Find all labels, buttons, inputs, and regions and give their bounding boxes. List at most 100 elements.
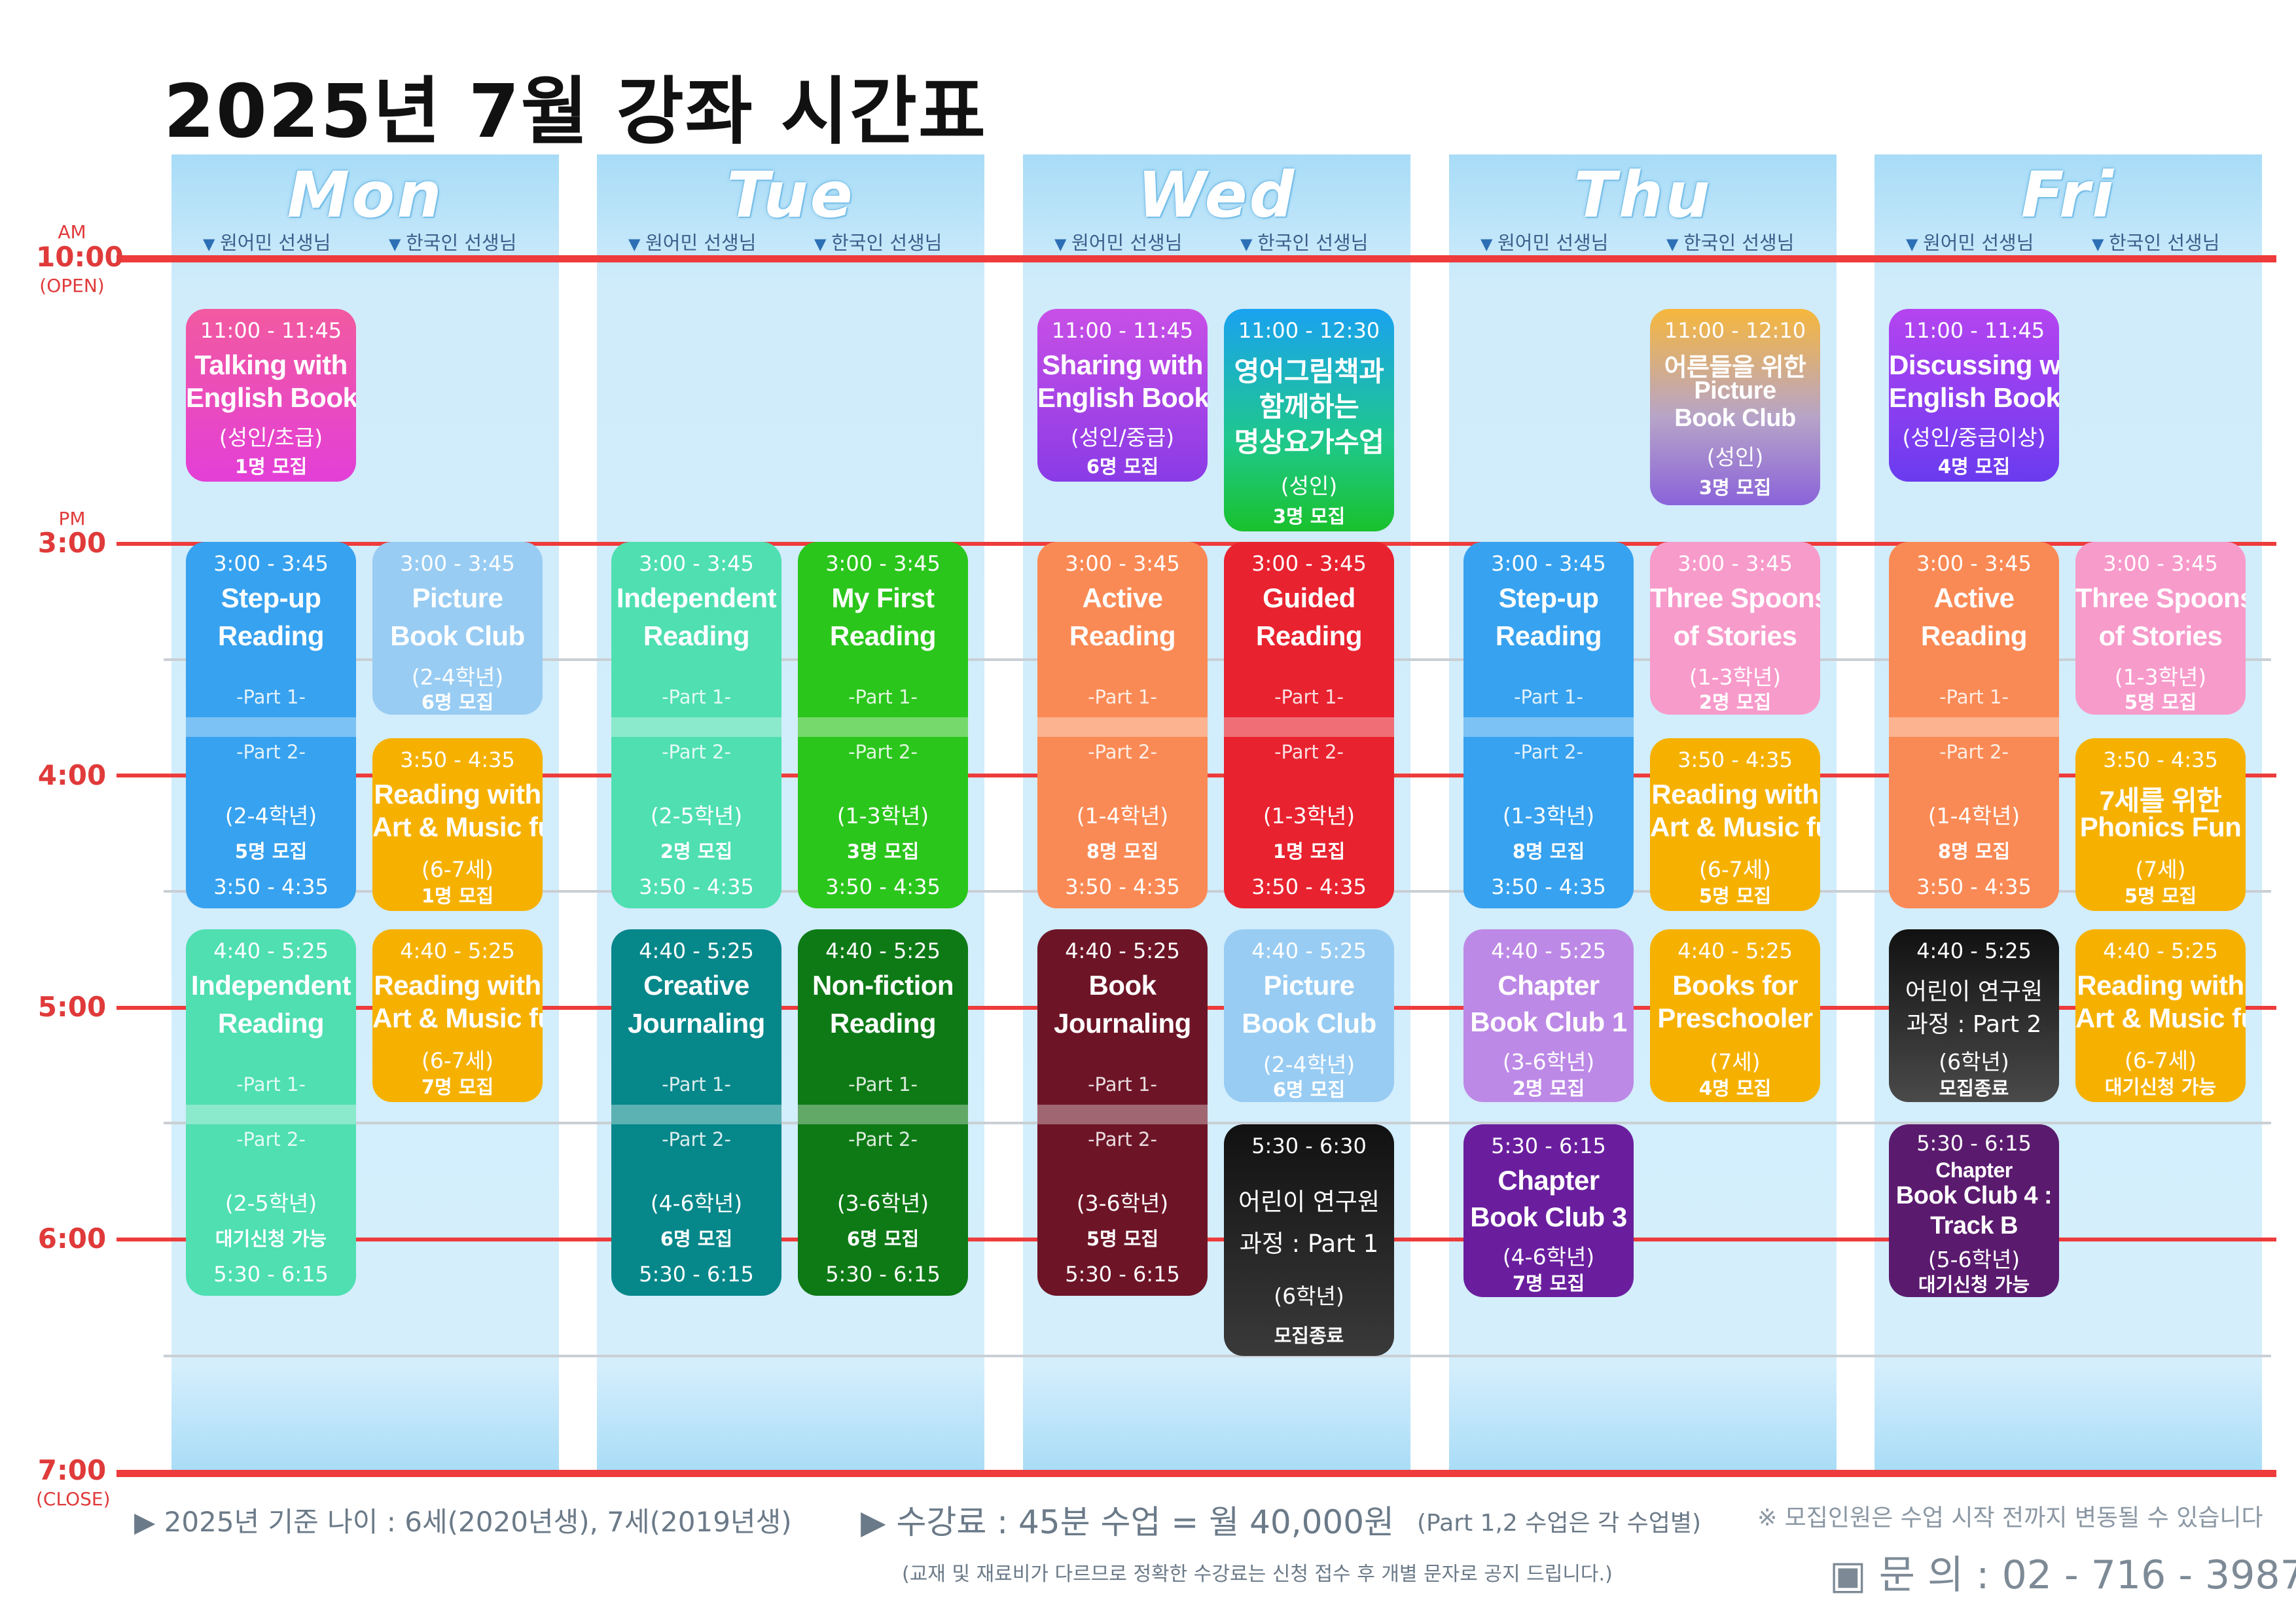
class-grade: (4-6학년)	[1502, 1244, 1595, 1270]
class-name: Discussing with	[1889, 349, 2059, 380]
class-name: Talking with	[194, 349, 348, 380]
native-teacher-label: 원어민 선생님	[1054, 228, 1182, 255]
class-name: Art & Music fun	[372, 1003, 543, 1033]
native-teacher-label: 원어민 선생님	[628, 228, 756, 255]
class-time-part2: 3:50 - 4:35	[1916, 874, 2032, 899]
class-card-chapter-book-club-4[interactable]: 5:30 - 6:15 Chapter Book Club 4 : Track …	[1889, 1124, 2059, 1297]
class-card-books-for-preschooler[interactable]: 4:40 - 5:25 Books for Preschooler (7세) 4…	[1650, 929, 1820, 1102]
class-card-reading-with-art-music[interactable]: 4:40 - 5:25 Reading with Art & Music fun…	[2075, 929, 2246, 1102]
class-card-active-reading[interactable]: 3:00 - 3:45 Active Reading -Part 1- -Par…	[1889, 542, 2059, 908]
class-card-picture-book-yoga[interactable]: 11:00 - 12:30 영어그림책과 함께하는 명상요가수업 (성인) 3명…	[1224, 309, 1394, 531]
class-time-part2: 3:50 - 4:35	[1491, 874, 1606, 899]
class-card-junior-researcher-part1[interactable]: 5:30 - 6:30 어린이 연구원 과정 : Part 1 (6학년) 모집…	[1224, 1124, 1394, 1356]
class-time: 4:40 - 5:25	[1916, 938, 2032, 963]
class-time: 5:30 - 6:15	[1916, 1131, 2032, 1156]
class-card-phonics-fun[interactable]: 3:50 - 4:35 7세를 위한 Phonics Fun (7세) 5명 모…	[2075, 738, 2246, 911]
page-title: 2025년 7월 강좌 시간표	[164, 69, 987, 154]
part-divider	[1889, 717, 2059, 737]
class-name: 어린이 연구원	[1238, 1188, 1380, 1216]
class-level: (성인)	[1706, 444, 1764, 470]
class-recruit: 6명 모집	[421, 691, 494, 713]
korean-teacher-label: 한국인 선생님	[814, 228, 942, 255]
part-label: -Part 2-	[1939, 741, 2009, 763]
class-card-guided-reading[interactable]: 3:00 - 3:45 Guided Reading -Part 1- -Par…	[1224, 542, 1394, 908]
part-label: -Part 1-	[848, 686, 918, 708]
class-name: Book Club 1	[1470, 1007, 1627, 1037]
class-name: Book Club 4 :	[1895, 1182, 2053, 1209]
class-card-active-reading[interactable]: 3:00 - 3:45 Active Reading -Part 1- -Par…	[1037, 542, 1208, 908]
class-card-picture-book-club[interactable]: 4:40 - 5:25 Picture Book Club (2-4학년) 6명…	[1224, 929, 1394, 1102]
class-name: Chapter	[1498, 970, 1600, 1001]
class-card-chapter-book-club-3[interactable]: 5:30 - 6:15 Chapter Book Club 3 (4-6학년) …	[1463, 1124, 1634, 1297]
class-name: Independent	[616, 582, 777, 613]
class-card-three-spoons-of-stories[interactable]: 3:00 - 3:45 Three Spoons of Stories (1-3…	[1650, 542, 1820, 715]
class-grade: (4-6학년)	[650, 1190, 743, 1216]
class-card-junior-researcher-part2[interactable]: 4:40 - 5:25 어린이 연구원 과정 : Part 2 (6학년) 모집…	[1889, 929, 2059, 1102]
part-label: -Part 2-	[662, 741, 731, 763]
class-recruit: 1명 모집	[1272, 840, 1346, 863]
class-card-non-fiction-reading[interactable]: 4:40 - 5:25 Non-fiction Reading -Part 1-…	[798, 929, 968, 1296]
time-label-700: 7:00	[37, 1454, 107, 1486]
class-grade: (6학년)	[1939, 1049, 2009, 1075]
class-card-step-up-reading[interactable]: 3:00 - 3:45 Step-up Reading -Part 1- -Pa…	[1463, 542, 1634, 908]
class-name: of Stories	[1673, 620, 1797, 651]
class-name: Reading	[643, 620, 750, 651]
class-card-independent-reading[interactable]: 3:00 - 3:45 Independent Reading -Part 1-…	[611, 542, 781, 908]
class-name: Reading	[1255, 620, 1363, 651]
class-card-my-first-reading[interactable]: 3:00 - 3:45 My First Reading -Part 1- -P…	[798, 542, 968, 908]
class-recruit: 8명 모집	[1512, 840, 1585, 863]
class-card-talking-with-english-books[interactable]: 11:00 - 11:45 Talking with English Books…	[186, 309, 356, 482]
class-time: 5:30 - 6:15	[1491, 1133, 1606, 1158]
class-time: 11:00 - 11:45	[200, 318, 342, 343]
class-card-discussing-with-english-books[interactable]: 11:00 - 11:45 Discussing with English Bo…	[1889, 309, 2059, 482]
part-divider	[1224, 717, 1394, 737]
class-card-book-journaling[interactable]: 4:40 - 5:25 Book Journaling -Part 1- -Pa…	[1037, 929, 1208, 1296]
class-time-part2: 3:50 - 4:35	[1065, 874, 1180, 899]
class-card-sharing-with-english-books[interactable]: 11:00 - 11:45 Sharing with English Books…	[1037, 309, 1208, 482]
class-name: 어린이 연구원	[1905, 978, 2043, 1005]
part-label: -Part 2-	[1088, 1128, 1157, 1150]
class-time: 3:00 - 3:45	[825, 551, 941, 576]
class-time: 4:40 - 5:25	[825, 938, 941, 963]
class-name: Step-up	[221, 582, 321, 613]
class-card-independent-reading[interactable]: 4:40 - 5:25 Independent Reading -Part 1-…	[186, 929, 356, 1296]
open-label: (OPEN)	[39, 275, 105, 296]
class-time: 4:40 - 5:25	[1065, 938, 1180, 963]
class-time-part2: 3:50 - 4:35	[1251, 874, 1367, 899]
class-recruit: 2명 모집	[660, 840, 733, 863]
class-name: Track B	[1930, 1212, 2018, 1240]
class-name: Non-fiction	[812, 970, 954, 1001]
class-name: Reading	[1495, 620, 1602, 651]
class-grade: (1-4학년)	[1928, 803, 2020, 829]
class-time: 4:40 - 5:25	[1251, 938, 1367, 963]
class-card-reading-with-art-music[interactable]: 3:50 - 4:35 Reading with Art & Music fun…	[372, 738, 543, 911]
class-card-creative-journaling[interactable]: 4:40 - 5:25 Creative Journaling -Part 1-…	[611, 929, 781, 1296]
class-name: Reading	[217, 620, 325, 651]
part-label: -Part 2-	[236, 741, 306, 763]
class-time-part2: 5:30 - 6:15	[825, 1262, 941, 1287]
part-label: -Part 2-	[662, 1128, 731, 1150]
part-divider	[798, 717, 968, 737]
class-time: 3:00 - 3:45	[1065, 551, 1180, 576]
class-name: Journaling	[1054, 1008, 1191, 1039]
class-name: 어른들을 위한	[1664, 354, 1806, 382]
class-card-adult-picture-book-club[interactable]: 11:00 - 12:10 어른들을 위한 Picture Book Club …	[1650, 309, 1820, 505]
class-time: 4:40 - 5:25	[2103, 938, 2218, 963]
class-name: Reading	[1069, 620, 1176, 651]
class-grade: (3-6학년)	[836, 1190, 929, 1216]
class-grade: (1-3학년)	[836, 803, 929, 829]
class-card-reading-with-art-music[interactable]: 3:50 - 4:35 Reading with Art & Music fun…	[1650, 738, 1820, 911]
class-name: Picture	[412, 582, 503, 613]
part-label: -Part 2-	[848, 741, 918, 763]
class-card-reading-with-art-music[interactable]: 4:40 - 5:25 Reading with Art & Music fun…	[372, 929, 543, 1102]
part-divider	[1037, 717, 1208, 737]
part-label: -Part 2-	[848, 1128, 918, 1150]
class-card-picture-book-club[interactable]: 3:00 - 3:45 Picture Book Club (2-4학년) 6명…	[372, 542, 543, 715]
class-name: English Books	[1037, 382, 1208, 413]
class-card-three-spoons-of-stories[interactable]: 3:00 - 3:45 Three Spoons of Stories (1-3…	[2075, 542, 2246, 715]
class-card-chapter-book-club-1[interactable]: 4:40 - 5:25 Chapter Book Club 1 (3-6학년) …	[1463, 929, 1634, 1102]
class-card-step-up-reading[interactable]: 3:00 - 3:45 Step-up Reading -Part 1- -Pa…	[186, 542, 356, 908]
am-label: AM	[58, 221, 86, 243]
class-name: Three Spoons	[1650, 582, 1820, 613]
part-label: -Part 1-	[662, 686, 731, 708]
